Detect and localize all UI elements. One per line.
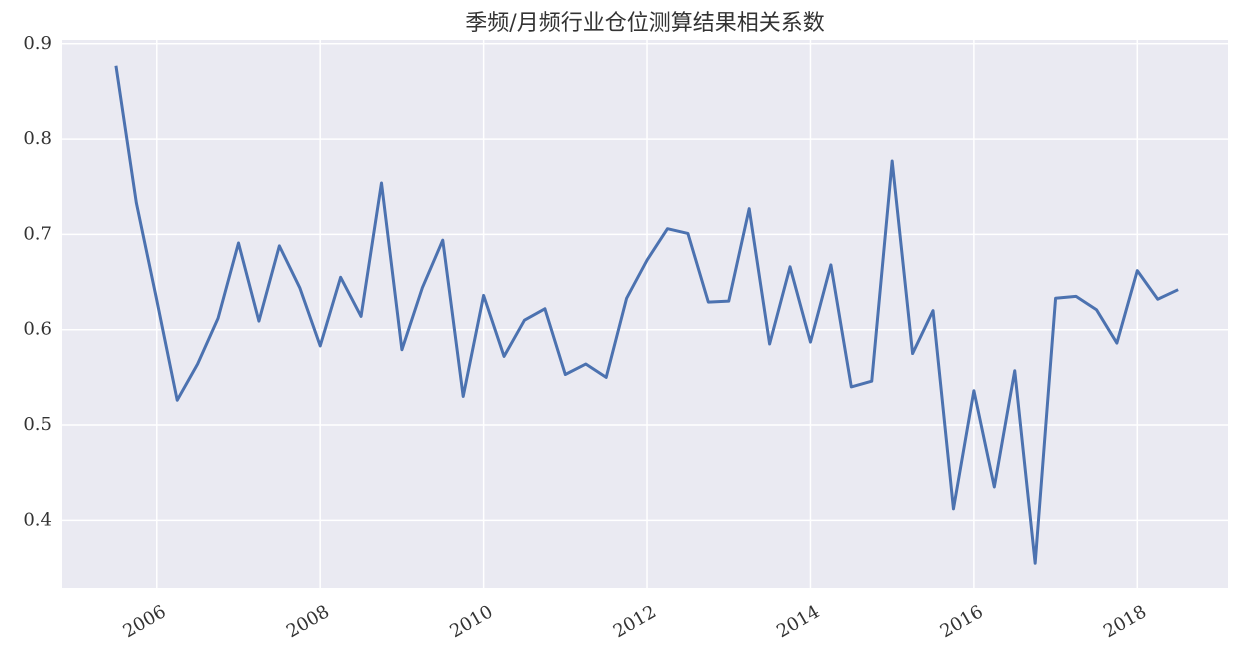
x-tick-label: 2016 (937, 601, 987, 642)
y-tick-label: 0.5 (23, 414, 52, 435)
y-tick-label: 0.7 (23, 223, 52, 244)
y-tick-label: 0.8 (23, 128, 52, 149)
y-tick-label: 0.9 (23, 33, 52, 54)
y-tick-label: 0.6 (23, 319, 52, 340)
x-tick-label: 2012 (610, 601, 660, 642)
chart-title: 季频/月频行业仓位测算结果相关系数 (465, 11, 824, 36)
x-tick-label: 2014 (773, 601, 823, 642)
x-tick-label: 2010 (446, 601, 496, 642)
y-tick-label: 0.4 (23, 509, 52, 530)
x-tick-label: 2018 (1100, 601, 1150, 642)
line (114, 65, 1179, 565)
x-tick-label: 2008 (283, 601, 333, 642)
x-tick-label: 2006 (120, 601, 170, 642)
